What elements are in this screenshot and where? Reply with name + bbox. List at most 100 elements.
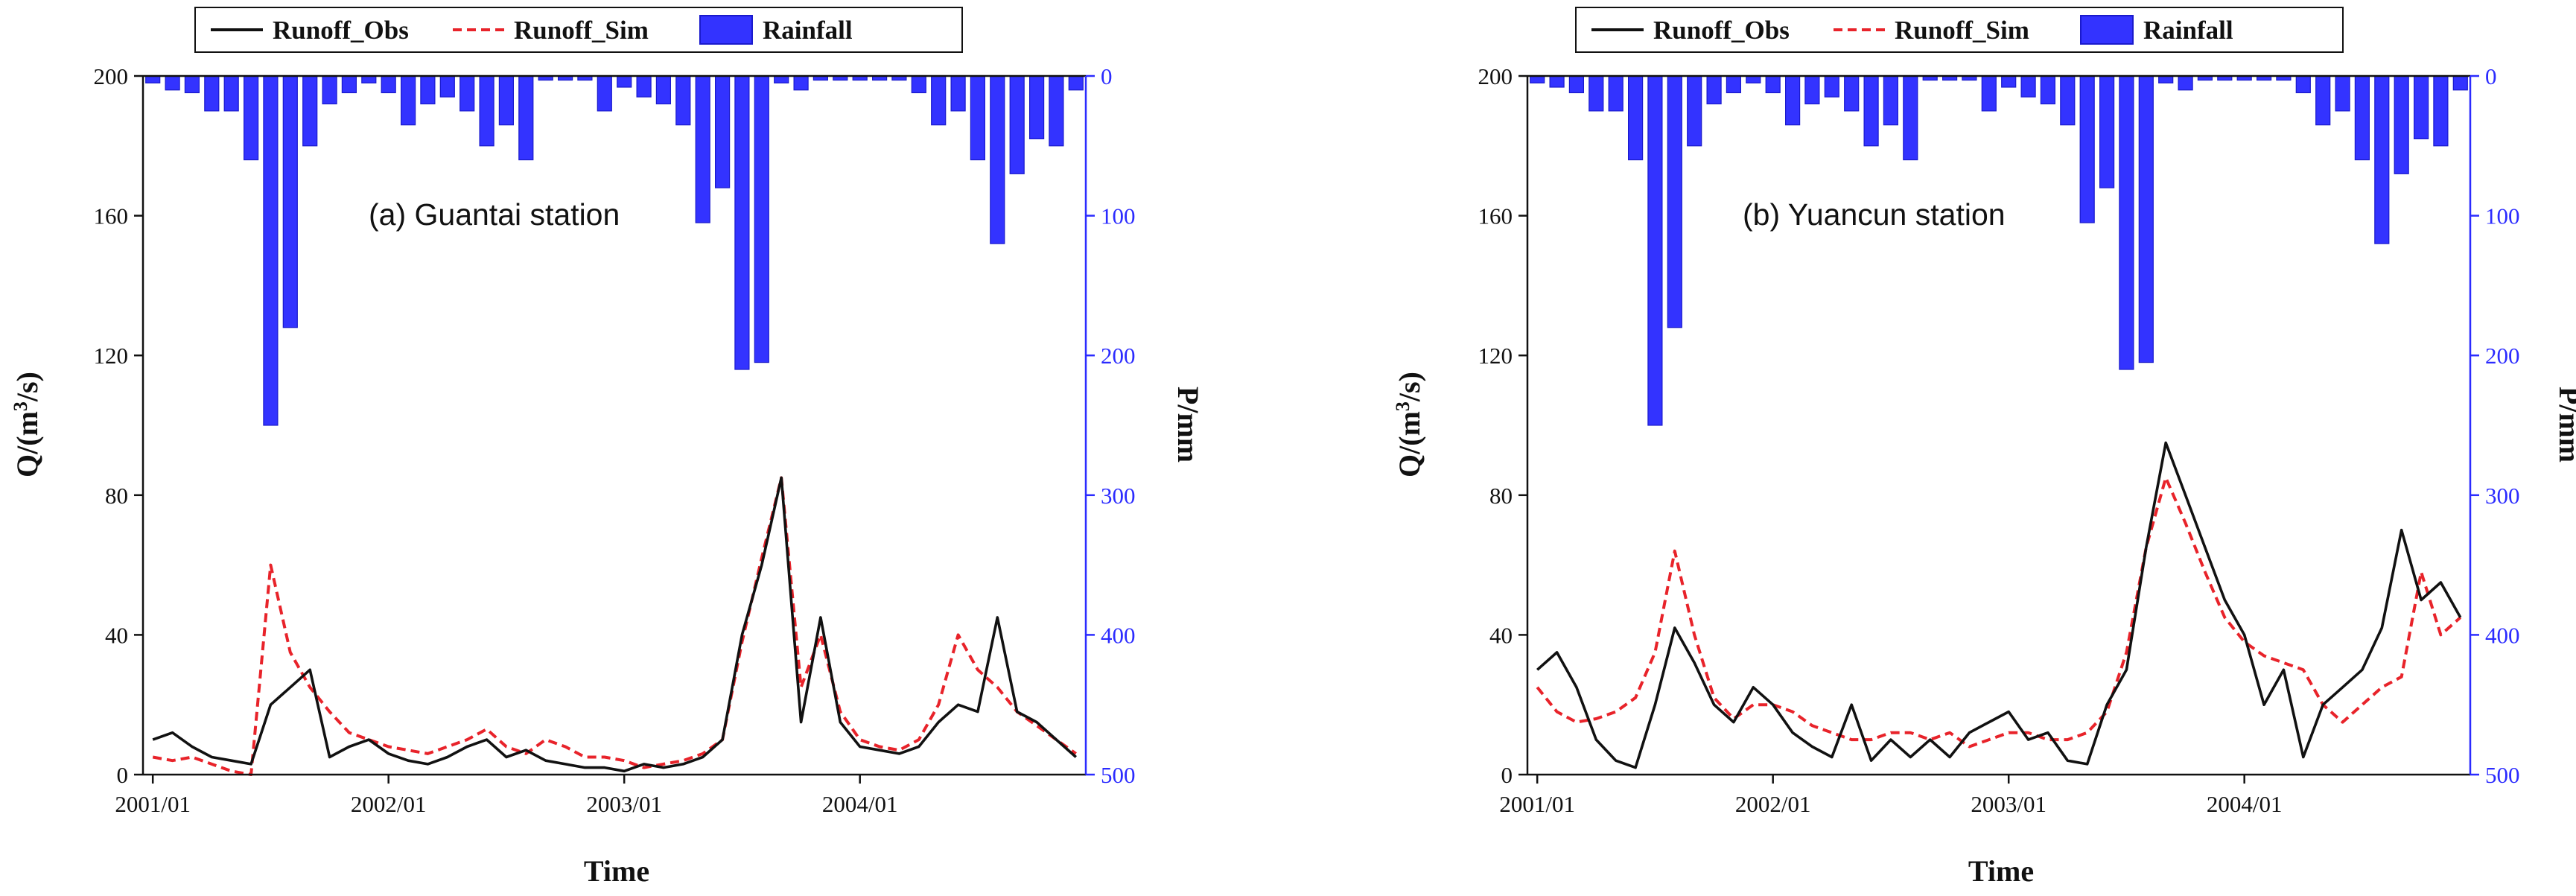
runoff-obs-line (1536, 441, 2462, 769)
legend-sim-label: Runoff_Sim (1895, 16, 2029, 45)
rainfall-bar (597, 75, 612, 112)
rainfall-bar (2001, 75, 2017, 88)
x-tick-label: 2001/01 (1499, 791, 1575, 817)
y-tick-label-right: 500 (2485, 762, 2520, 788)
rainfall-bar (1687, 75, 1702, 147)
rainfall-bar (2099, 75, 2115, 188)
x-axis-title: Time (1968, 854, 2034, 888)
legend: Runoff_Obs Runoff_Sim Rainfall (1575, 7, 2344, 53)
x-axis-title: Time (584, 854, 649, 888)
rainfall-bar (2138, 75, 2154, 363)
legend: Runoff_Obs Runoff_Sim Rainfall (194, 7, 963, 53)
rainfall-bar (341, 75, 357, 94)
y-tick-label-left: 0 (117, 762, 129, 788)
y-tick-label-right: 200 (1101, 343, 1136, 369)
rainfall-bar (1530, 75, 1545, 83)
rainfall-bar (1804, 75, 1820, 105)
rainfall-bar (479, 75, 494, 147)
rainfall-bar (950, 75, 966, 112)
rainfall-bar (439, 75, 455, 98)
rainfall-bar (2178, 75, 2193, 91)
runoff-obs-line (152, 476, 1077, 773)
rainfall-bar (911, 75, 926, 94)
rainfall-bar (165, 75, 180, 91)
rainfall-bar (675, 75, 691, 126)
rainfall-bar (695, 75, 710, 223)
runoff-sim-line (1536, 476, 2462, 749)
rainfall-bar (2414, 75, 2429, 140)
rainfall-bar (1009, 75, 1025, 174)
rainfall-bar (2335, 75, 2350, 112)
rainfall-bar (400, 75, 416, 126)
rainfall-bar (184, 75, 200, 94)
rainfall-bar (1824, 75, 1839, 98)
chart-panel-yuancun: 0 40 80 120 160 200 0 100 200 300 400 500 2001/01 200… (1392, 7, 2576, 888)
panel-annotation: (b) Yuancun station (1743, 197, 2006, 232)
rainfall-bar (420, 75, 436, 105)
rainfall-bar (931, 75, 947, 126)
y-tick-label-right: 500 (1101, 762, 1136, 788)
rainfall-bar (322, 75, 337, 105)
rainfall-bar (518, 75, 534, 161)
y-tick-label-left: 0 (1501, 762, 1513, 788)
rainfall-bar (970, 75, 986, 161)
rainfall-bar (1568, 75, 1584, 94)
rainfall-bar (244, 75, 259, 161)
runoff-sim-series (1536, 476, 2462, 749)
rainfall-bar (302, 75, 318, 147)
legend-box (1575, 7, 2344, 53)
y-tick-label-right: 300 (1101, 483, 1136, 509)
rainfall-bar (774, 75, 789, 83)
axis-ticks: 0 40 80 120 160 200 0 100 200 300 400 500 2001/01 200… (1478, 63, 2520, 817)
rainfall-bar (636, 75, 652, 98)
legend-sim-label: Runoff_Sim (514, 16, 649, 45)
panel-annotation: (a) Guantai station (369, 197, 620, 232)
y-tick-label-left: 160 (1478, 203, 1513, 229)
rainfall-bar (1844, 75, 1860, 112)
rainfall-bar (1726, 75, 1741, 94)
y-tick-label-right: 400 (1101, 622, 1136, 648)
y-tick-label-right: 300 (2485, 483, 2520, 509)
rainfall-bar (655, 75, 672, 105)
rainfall-bar (1049, 75, 1064, 147)
y-tick-label-left: 40 (105, 622, 128, 648)
rainfall-bar (204, 75, 220, 112)
legend-rain-label: Rainfall (2143, 16, 2233, 45)
rainfall-bar (1647, 75, 1663, 426)
rainfall-bar (714, 75, 731, 188)
rainfall-bar (2354, 75, 2370, 161)
rainfall-bar (1765, 75, 1781, 94)
rainfall-bar (2040, 75, 2055, 105)
x-tick-label: 2001/01 (115, 791, 191, 817)
rainfall-bar (1863, 75, 1879, 147)
y-tick-label-right: 100 (1101, 203, 1136, 229)
rainfall-bar (617, 75, 632, 88)
legend-obs-label: Runoff_Obs (273, 16, 409, 45)
rainfall-bar (361, 75, 377, 83)
y-tick-label-left: 200 (94, 63, 129, 89)
rainfall-bar (1628, 75, 1644, 161)
rainfall-bar (2295, 75, 2311, 94)
rainfall-bar (1588, 75, 1604, 112)
rainfall-bar (498, 75, 515, 126)
x-tick-label: 2004/01 (2207, 791, 2283, 817)
rainfall-bar (223, 75, 239, 112)
rainfall-bars (145, 75, 1084, 426)
rainfall-bar (2158, 75, 2174, 83)
rainfall-bar (263, 75, 279, 426)
y-tick-label-right: 0 (1101, 63, 1113, 89)
y-tick-label-left: 160 (94, 203, 129, 229)
rainfall-bar (1981, 75, 1997, 112)
y-tick-label-right: 400 (2485, 622, 2520, 648)
rainfall-bar (2433, 75, 2449, 147)
rainfall-bar (1785, 75, 1801, 126)
rainfall-bar (2060, 75, 2076, 126)
rainfall-bar (1883, 75, 1898, 126)
rainfall-bar (2079, 75, 2095, 223)
runoff-obs-series (152, 476, 1077, 773)
y-tick-label-left: 80 (105, 483, 128, 509)
rainfall-bar (793, 75, 809, 91)
rainfall-bar (2452, 75, 2468, 91)
y-tick-label-right: 100 (2485, 203, 2520, 229)
